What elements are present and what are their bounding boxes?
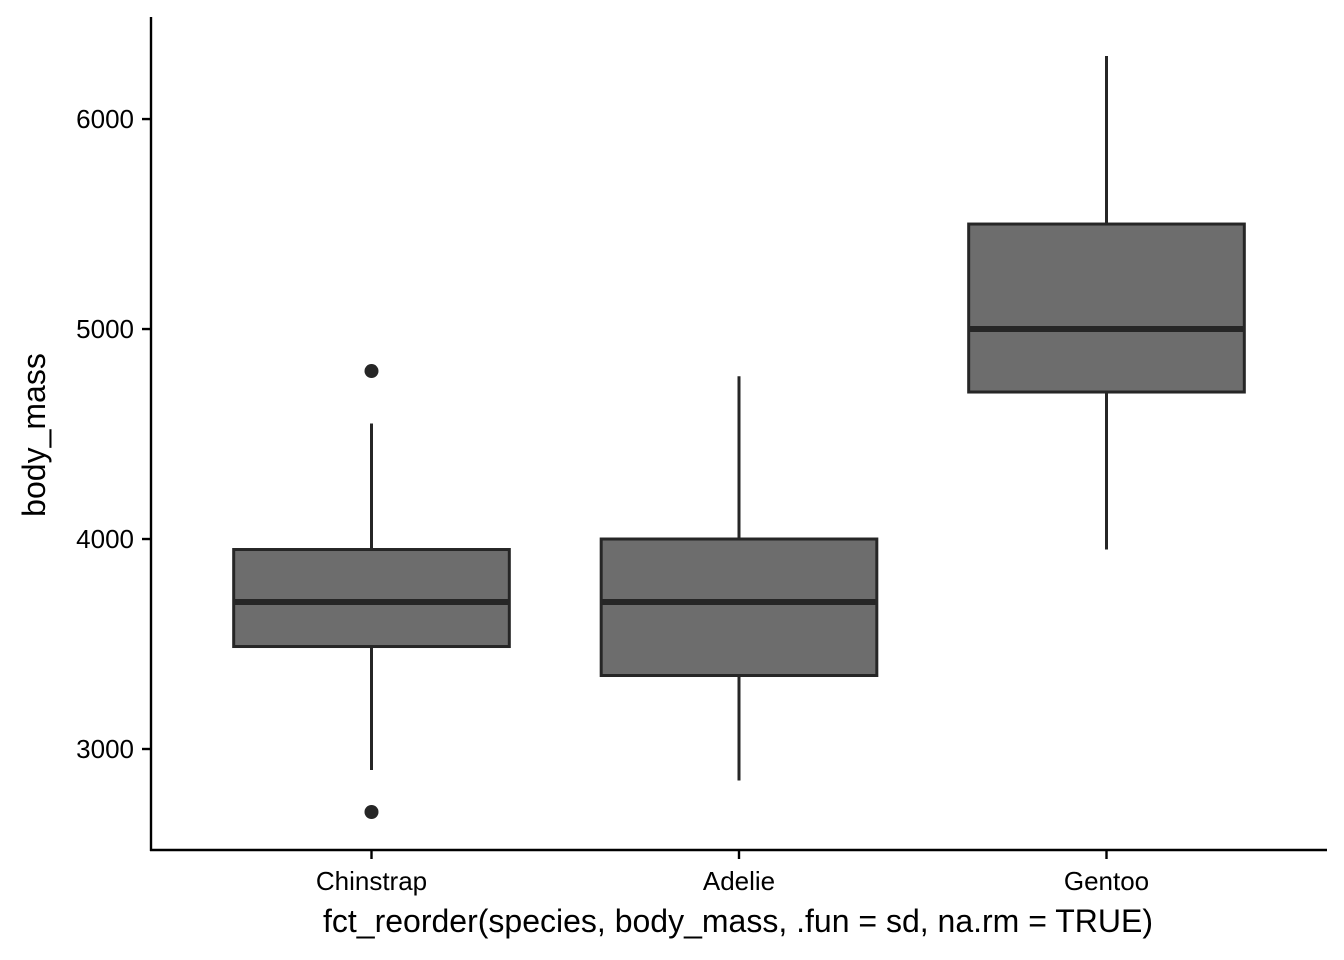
x-axis-ticks: Chinstrap Adelie Gentoo	[316, 850, 1149, 896]
x-tick-label-adelie: Adelie	[703, 866, 775, 896]
boxes-layer	[232, 56, 1246, 819]
y-axis-title: body_mass	[16, 353, 52, 517]
box-gentoo	[967, 56, 1246, 550]
iqr-box	[599, 537, 879, 678]
x-tick-label-chinstrap: Chinstrap	[316, 866, 427, 896]
y-axis-ticks: 3000 4000 5000 6000	[76, 104, 151, 764]
y-tick-label: 4000	[76, 524, 134, 554]
y-tick-label: 6000	[76, 104, 134, 134]
y-tick-label: 3000	[76, 734, 134, 764]
outlier-point	[364, 804, 379, 819]
outlier-point	[364, 364, 379, 379]
iqr-box	[967, 222, 1246, 394]
x-axis-title: fct_reorder(species, body_mass, .fun = s…	[323, 903, 1153, 939]
x-tick-label-gentoo: Gentoo	[1064, 866, 1149, 896]
box-adelie	[599, 376, 879, 781]
box-chinstrap	[232, 364, 511, 819]
y-tick-label: 5000	[76, 314, 134, 344]
iqr-box	[232, 548, 511, 649]
